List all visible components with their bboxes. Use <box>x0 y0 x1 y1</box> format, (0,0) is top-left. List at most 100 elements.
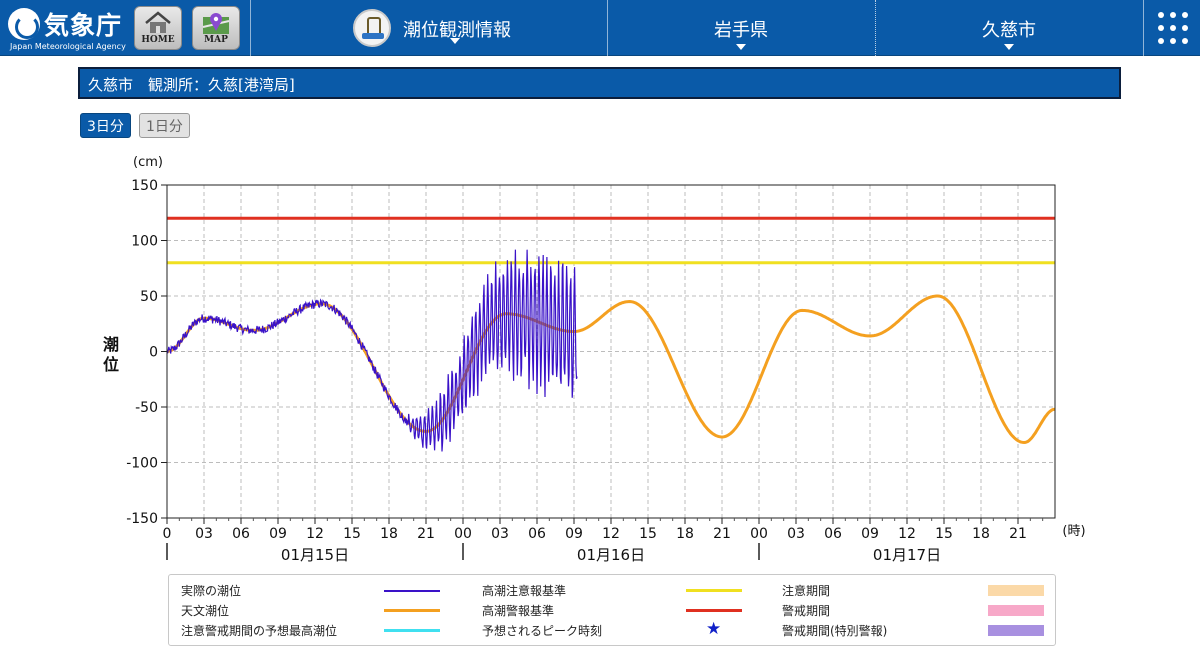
jma-emblem-icon <box>8 8 40 40</box>
y-tick-label: -150 <box>126 511 158 527</box>
header-divider <box>1143 0 1144 56</box>
x-tick-label: 21 <box>1009 526 1027 542</box>
x-tick-label: 12 <box>898 526 916 542</box>
map-button[interactable]: MAP <box>192 6 240 50</box>
x-tick-label: 18 <box>676 526 694 542</box>
legend-swatch-astronomical <box>384 609 440 612</box>
x-tick-label: 00 <box>454 526 472 542</box>
legend-label-advisory-level: 高潮注意報基準 <box>482 584 567 598</box>
grid-dot-icon <box>1170 12 1176 18</box>
day-label: 01月17日 <box>873 546 941 564</box>
house-icon <box>145 11 171 33</box>
chart-legend: 実際の潮位 天文潮位 注意警戒期間の予想最高潮位 高潮注意報基準 高潮警報基準 … <box>168 574 1056 646</box>
x-tick-label: 15 <box>935 526 953 542</box>
y-tick-label: 50 <box>140 289 158 305</box>
home-label: HOME <box>141 35 175 45</box>
legend-label-astronomical: 天文潮位 <box>181 604 230 618</box>
y-tick-label: -100 <box>126 456 158 472</box>
x-tick-label: 06 <box>232 526 250 542</box>
star-icon: ★ <box>706 619 722 639</box>
x-tick-label: 00 <box>750 526 768 542</box>
grid-dot-icon <box>1170 25 1176 31</box>
legend-swatch-forecast-max <box>384 629 440 632</box>
legend-swatch-advisory-period <box>988 585 1044 596</box>
header-divider <box>875 0 876 56</box>
grid-dot-icon <box>1182 38 1188 44</box>
x-tick-label: 18 <box>380 526 398 542</box>
header-divider <box>250 0 251 56</box>
legend-label-forecast-max: 注意警戒期間の予想最高潮位 <box>181 624 338 638</box>
legend-swatch-warning-level <box>686 609 742 612</box>
top-navigation-bar: 気象庁 Japan Meteorological Agency HOME MAP… <box>0 0 1200 56</box>
x-tick-label: 18 <box>972 526 990 542</box>
one-day-button[interactable]: 1日分 <box>139 113 190 138</box>
menu-grid-button[interactable] <box>1146 0 1200 56</box>
x-tick-label: 12 <box>602 526 620 542</box>
legend-label-observed: 実際の潮位 <box>181 584 242 598</box>
nav-label: 潮位観測情報 <box>403 20 511 41</box>
agency-subtitle: Japan Meteorological Agency <box>10 42 126 51</box>
legend-label-warning-level: 高潮警報基準 <box>482 604 555 618</box>
reference-lines <box>167 216 1055 265</box>
chart-grid <box>167 184 1055 519</box>
grid-dot-icon <box>1182 12 1188 18</box>
grid-dot-icon <box>1158 12 1164 18</box>
grid-dot-icon <box>1170 38 1176 44</box>
x-tick-label: 06 <box>528 526 546 542</box>
map-label: MAP <box>204 35 228 45</box>
nav-city[interactable]: 久慈市 <box>876 0 1142 56</box>
legend-label-special-warning-period: 警戒期間(特別警報) <box>782 624 888 638</box>
home-button[interactable]: HOME <box>134 6 182 50</box>
x-tick-label: 03 <box>787 526 805 542</box>
map-pin-icon <box>202 13 230 34</box>
legend-swatch-advisory-level <box>686 589 742 592</box>
y-axis-title: 潮位 <box>103 335 119 374</box>
x-tick-label: 03 <box>195 526 213 542</box>
legend-swatch-warning-period <box>988 605 1044 616</box>
three-day-button[interactable]: 3日分 <box>80 113 131 138</box>
x-tick-label: 21 <box>713 526 731 542</box>
chart-series <box>166 249 1056 452</box>
nav-tide-observation-chevron[interactable] <box>440 22 470 78</box>
y-tick-label: 0 <box>149 345 158 361</box>
x-tick-label: 21 <box>417 526 435 542</box>
x-tick-label: 15 <box>639 526 657 542</box>
observed-tide-line <box>166 249 578 452</box>
chevron-down-icon <box>1004 44 1014 50</box>
x-tick-label: 12 <box>306 526 324 542</box>
y-tick-label: -50 <box>135 400 158 416</box>
nav-tide-observation-info[interactable]: 潮位観測情報 <box>392 0 522 56</box>
grid-dot-icon <box>1158 25 1164 31</box>
tide-level-chart: 150 100 50 0 -50 -100 -150 0 03 06 09 12 15 18 21 00 03 0… <box>103 155 1086 564</box>
chevron-down-icon <box>736 44 746 50</box>
station-title-bar: 久慈市 観測所：久慈[港湾局] <box>78 67 1121 99</box>
x-tick-label: 09 <box>565 526 583 542</box>
legend-label-warning-period: 警戒期間 <box>782 604 831 618</box>
x-tick-label: 09 <box>861 526 879 542</box>
x-tick-label: 09 <box>269 526 287 542</box>
header-divider <box>607 0 608 56</box>
chart-axes: 150 100 50 0 -50 -100 -150 0 03 06 09 12 15 18 21 00 03 0… <box>126 178 1044 564</box>
y-tick-label: 100 <box>131 234 158 250</box>
grid-dot-icon <box>1158 38 1164 44</box>
day-label: 01月15日 <box>281 546 349 564</box>
x-tick-label: 03 <box>491 526 509 542</box>
legend-swatch-special-warning-period <box>988 625 1044 636</box>
jma-logo[interactable]: 気象庁 Japan Meteorological Agency <box>8 6 128 51</box>
nav-label: 岩手県 <box>714 20 768 41</box>
x-tick-label: 06 <box>824 526 842 542</box>
grid-dot-icon <box>1182 25 1188 31</box>
legend-label-advisory-period: 注意期間 <box>782 584 831 598</box>
y-unit-label: (cm) <box>133 155 163 170</box>
tide-gauge-icon <box>353 9 391 47</box>
day-label: 01月16日 <box>577 546 645 564</box>
nav-label: 久慈市 <box>982 20 1036 41</box>
x-tick-label: 0 <box>163 526 172 542</box>
chevron-down-icon <box>450 38 460 44</box>
x-tick-label: 15 <box>343 526 361 542</box>
legend-swatch-observed <box>384 590 440 592</box>
x-unit-label: (時) <box>1062 524 1085 539</box>
y-tick-label: 150 <box>131 178 158 194</box>
nav-prefecture[interactable]: 岩手県 <box>608 0 874 56</box>
legend-label-peak-time: 予想されるピーク時刻 <box>482 624 603 638</box>
